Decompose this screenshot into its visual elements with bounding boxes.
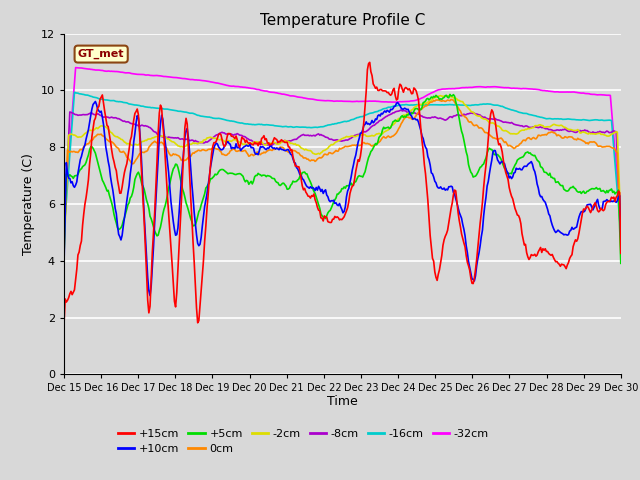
Y-axis label: Temperature (C): Temperature (C) <box>22 153 35 255</box>
Title: Temperature Profile C: Temperature Profile C <box>260 13 425 28</box>
Legend: +15cm, +10cm, +5cm, 0cm, -2cm, -8cm, -16cm, -32cm: +15cm, +10cm, +5cm, 0cm, -2cm, -8cm, -16… <box>113 424 493 459</box>
Text: GT_met: GT_met <box>78 49 124 59</box>
X-axis label: Time: Time <box>327 395 358 408</box>
